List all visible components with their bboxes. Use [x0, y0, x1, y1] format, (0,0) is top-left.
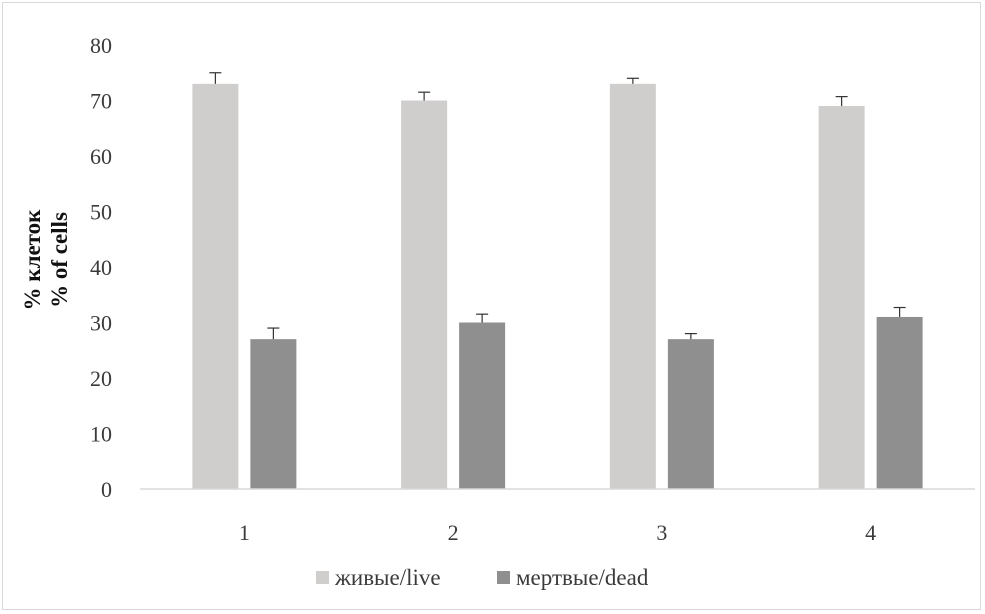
y-tick-label: 60	[90, 144, 112, 169]
x-axis-ticks: 1 2 3 4	[239, 520, 876, 545]
error-bar-dead-3	[684, 333, 697, 340]
y-axis-title-line-1: % клеток	[20, 209, 45, 311]
legend: живые/live мертвые/dead	[316, 565, 649, 590]
error-bar-live-1	[209, 72, 222, 84]
y-tick-label: 70	[90, 89, 112, 114]
bar-dead-2	[459, 322, 506, 489]
x-tick-label: 2	[448, 520, 459, 545]
error-bar-dead-2	[476, 313, 489, 323]
legend-swatch-live	[316, 571, 329, 584]
y-tick-label: 10	[90, 422, 112, 447]
bar-dead-4	[876, 316, 923, 489]
error-bar-dead-4	[893, 306, 906, 317]
error-bar-live-2	[418, 91, 431, 101]
y-tick-label: 0	[101, 477, 112, 502]
y-tick-label: 80	[90, 33, 112, 58]
bar-live-1	[192, 83, 239, 489]
bar-live-3	[609, 83, 656, 489]
error-bar-live-3	[626, 77, 639, 84]
bar-live-4	[818, 106, 865, 490]
y-axis-title: % клеток % of cells	[20, 209, 72, 311]
y-tick-label: 50	[90, 200, 112, 225]
x-tick-label: 4	[865, 520, 876, 545]
legend-swatch-dead	[497, 571, 510, 584]
legend-label-dead: мертвые/dead	[516, 565, 649, 590]
y-axis-ticks: 0 10 20 30 40 50 60 70 80	[90, 33, 112, 502]
y-tick-label: 30	[90, 311, 112, 336]
bars-layer	[192, 72, 923, 490]
bar-dead-3	[667, 339, 714, 489]
legend-label-live: живые/live	[334, 565, 441, 590]
y-tick-label: 20	[90, 366, 112, 391]
error-bar-live-4	[835, 96, 848, 107]
bar-dead-1	[250, 339, 297, 489]
error-bar-dead-1	[267, 327, 280, 340]
y-tick-label: 40	[90, 255, 112, 280]
x-tick-label: 1	[239, 520, 250, 545]
bar-live-2	[401, 100, 448, 489]
x-tick-label: 3	[656, 520, 667, 545]
y-axis-title-line-2: % of cells	[47, 212, 72, 308]
